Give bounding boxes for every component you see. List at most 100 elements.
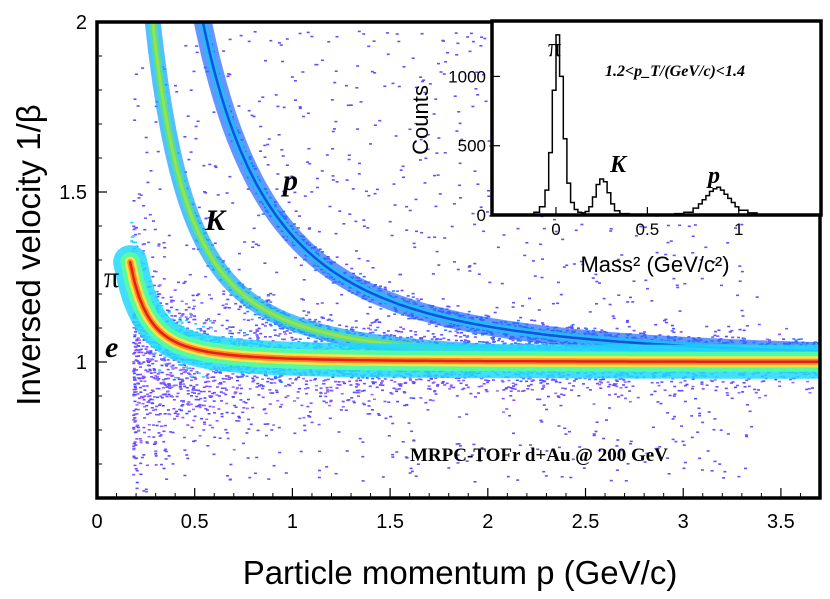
scatter-point xyxy=(524,343,528,345)
scatter-point xyxy=(225,303,228,305)
scatter-point xyxy=(185,502,188,504)
scatter-point xyxy=(226,298,230,301)
scatter-point xyxy=(463,341,467,343)
scatter-point xyxy=(246,398,250,401)
scatter-point xyxy=(147,435,151,438)
scatter-point xyxy=(554,379,558,381)
scatter-point xyxy=(742,382,746,384)
scatter-point xyxy=(650,381,654,384)
scatter-point xyxy=(169,296,173,298)
scatter-point xyxy=(355,389,359,392)
scatter-point xyxy=(516,343,520,345)
scatter-point xyxy=(623,381,627,383)
scatter-point xyxy=(227,378,231,380)
scatter-point xyxy=(186,372,190,374)
scatter-point xyxy=(200,302,204,304)
scatter-point xyxy=(164,450,168,453)
scatter-point xyxy=(561,387,564,389)
scatter-point xyxy=(152,424,156,426)
scatter-point xyxy=(381,384,385,386)
scatter-point xyxy=(683,384,687,387)
scatter-point xyxy=(387,401,391,403)
scatter-point xyxy=(154,464,158,466)
scatter-point xyxy=(445,382,449,385)
scatter-point xyxy=(182,371,186,374)
scatter-point xyxy=(397,330,401,333)
scatter-point xyxy=(164,384,168,386)
scatter-point xyxy=(170,396,174,398)
scatter-point xyxy=(265,299,269,302)
scatter-point xyxy=(234,302,238,305)
scatter-point xyxy=(730,329,734,332)
scatter-point xyxy=(539,379,543,382)
scatter-point xyxy=(218,372,222,374)
scatter-point xyxy=(371,381,375,383)
scatter-point xyxy=(157,285,161,287)
scatter-point xyxy=(141,377,145,380)
scatter-point xyxy=(477,392,480,394)
scatter-point xyxy=(236,386,240,389)
scatter-point xyxy=(180,300,184,303)
scatter-point xyxy=(615,380,619,382)
scatter-point xyxy=(679,331,683,333)
scatter-point xyxy=(134,468,138,470)
scatter-point xyxy=(139,366,142,368)
scatter-point xyxy=(456,331,460,334)
scatter-point xyxy=(148,412,152,414)
scatter-point xyxy=(352,391,356,394)
scatter-point xyxy=(230,336,233,338)
scatter-point xyxy=(457,377,461,379)
scatter-point xyxy=(304,383,308,386)
scatter-point xyxy=(142,454,146,456)
scatter-point xyxy=(133,351,137,354)
scatter-point xyxy=(774,378,778,381)
scatter-point xyxy=(570,325,574,328)
scatter-point xyxy=(179,384,182,386)
scatter-point xyxy=(189,403,193,406)
scatter-point xyxy=(151,409,155,412)
scatter-point xyxy=(403,404,407,407)
scatter-point xyxy=(132,417,136,419)
scatter-point xyxy=(479,377,483,380)
scatter-point xyxy=(132,410,136,412)
scatter-point xyxy=(399,336,402,338)
scatter-point xyxy=(136,349,140,352)
scatter-point xyxy=(305,392,309,395)
scatter-point xyxy=(372,382,375,385)
scatter-point xyxy=(492,379,495,381)
scatter-point xyxy=(319,395,322,398)
scatter-point xyxy=(152,436,156,438)
scatter-point xyxy=(138,348,142,351)
scatter-point xyxy=(142,490,146,492)
scatter-point xyxy=(150,402,154,404)
scatter-point xyxy=(264,412,268,415)
scatter-point xyxy=(221,336,225,338)
scatter-point xyxy=(466,386,470,389)
scatter-point xyxy=(412,381,416,384)
scatter-point xyxy=(134,241,137,244)
scatter-point xyxy=(170,386,174,389)
scatter-point xyxy=(163,356,167,358)
scatter-point xyxy=(184,316,188,318)
scatter-point xyxy=(180,405,184,407)
scatter-point xyxy=(650,393,654,396)
scatter-point xyxy=(279,406,282,408)
scatter-point xyxy=(324,401,328,404)
scatter-point xyxy=(135,338,139,341)
scatter-point xyxy=(271,392,275,394)
scatter-point xyxy=(400,331,404,333)
scatter-point xyxy=(778,380,781,383)
scatter-point xyxy=(132,414,136,417)
scatter-point xyxy=(158,293,162,295)
scatter-point xyxy=(297,376,301,378)
scatter-point xyxy=(211,370,215,373)
scatter-point xyxy=(132,394,136,397)
scatter-point xyxy=(369,324,372,327)
scatter-point xyxy=(170,365,174,368)
scatter-point xyxy=(158,404,161,406)
scatter-point xyxy=(679,381,683,384)
scatter-point xyxy=(153,352,157,354)
scatter-point xyxy=(636,396,640,399)
scatter-point xyxy=(278,379,282,381)
scatter-point xyxy=(724,335,728,338)
